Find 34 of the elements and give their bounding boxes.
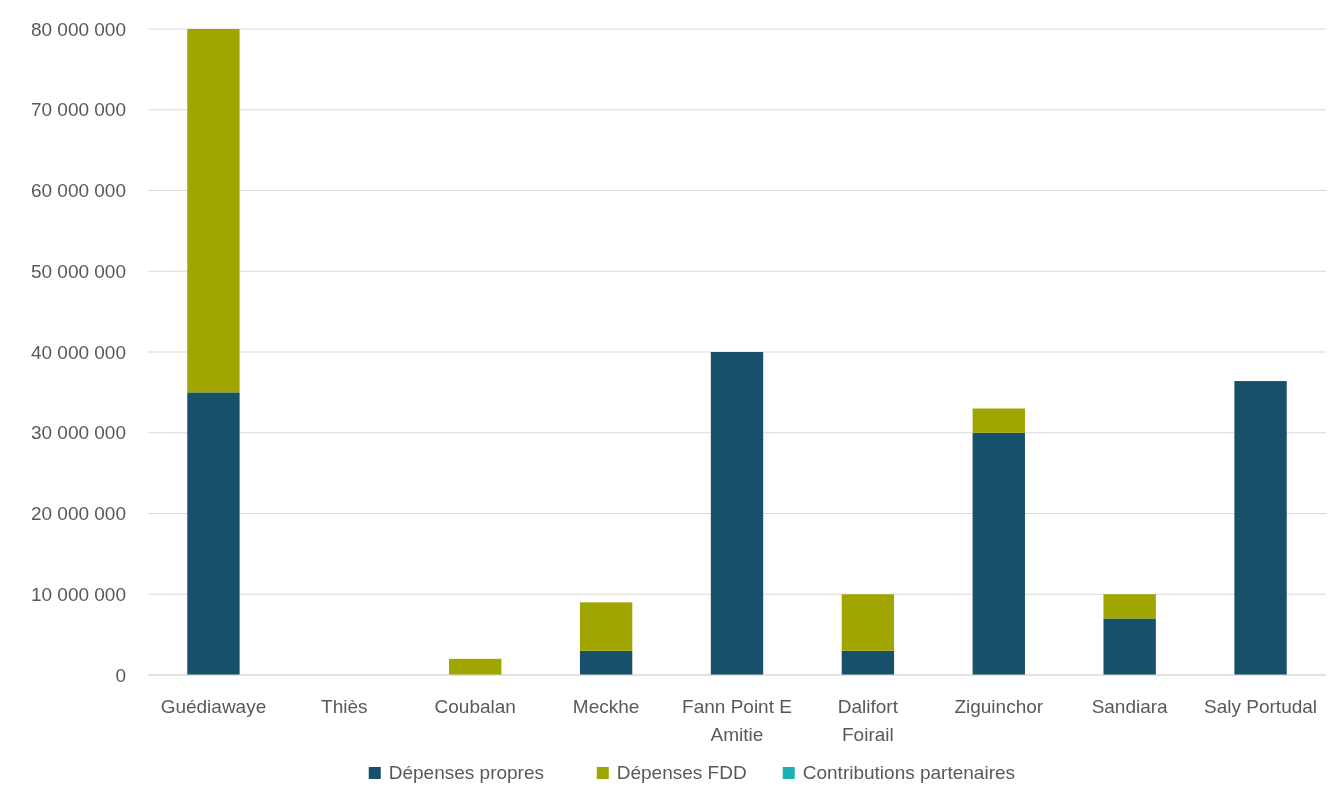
y-tick-label: 80 000 000 bbox=[30, 18, 126, 40]
y-tick-label: 20 000 000 bbox=[30, 503, 126, 525]
y-tick-label: 50 000 000 bbox=[30, 260, 126, 282]
x-tick-label: Sandiara bbox=[1091, 696, 1169, 717]
y-tick-label: 60 000 000 bbox=[30, 180, 126, 202]
y-tick-label: 30 000 000 bbox=[30, 422, 126, 444]
bar bbox=[1103, 618, 1156, 675]
x-tick-label: Thiès bbox=[321, 696, 368, 717]
x-tick-label: Saly Portudal bbox=[1204, 696, 1318, 717]
x-tick-label: Meckhe bbox=[572, 696, 640, 717]
bar bbox=[187, 392, 240, 675]
legend-label: Dépenses propres bbox=[388, 762, 545, 783]
bar bbox=[972, 432, 1025, 675]
bar bbox=[710, 352, 764, 675]
x-tick-label: Ziguinchor bbox=[954, 696, 1044, 717]
bar bbox=[841, 594, 895, 651]
bar bbox=[841, 650, 895, 675]
y-tick-label: 0 bbox=[115, 664, 126, 686]
bar bbox=[1234, 381, 1287, 675]
x-tick-label: Dalifort Foirail bbox=[837, 696, 899, 745]
bar bbox=[449, 658, 502, 675]
bar bbox=[1103, 594, 1156, 619]
bar bbox=[579, 650, 633, 675]
bar bbox=[187, 29, 240, 393]
x-tick-label: Coubalan bbox=[434, 696, 516, 717]
legend-label: Dépenses FDD bbox=[616, 762, 747, 783]
y-tick-label: 40 000 000 bbox=[30, 341, 126, 363]
legend-label: Contributions partenaires bbox=[802, 762, 1016, 783]
bar bbox=[972, 408, 1025, 433]
x-tick-label: Guédiawaye bbox=[160, 696, 267, 717]
bar bbox=[579, 602, 633, 651]
y-tick-label: 70 000 000 bbox=[30, 99, 126, 121]
x-tick-label: Fann Point E Amitie bbox=[682, 696, 792, 745]
y-tick-label: 10 000 000 bbox=[30, 583, 126, 605]
